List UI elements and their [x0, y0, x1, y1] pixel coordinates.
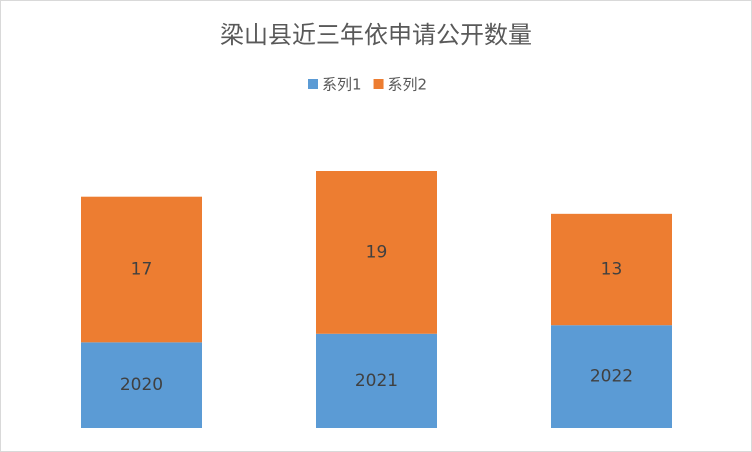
- chart-title: 梁山县近三年依申请公开数量: [220, 21, 532, 49]
- bar-segment: [316, 333, 437, 428]
- bar-segment: [81, 342, 202, 428]
- x-tick-label: 2021: [355, 371, 398, 391]
- x-tick-label: 2020: [120, 375, 163, 395]
- x-tick-label: 2022: [590, 367, 633, 387]
- legend-swatch: [373, 79, 384, 89]
- bar-segment: [551, 325, 672, 428]
- data-label: 17: [131, 260, 153, 280]
- legend-swatch: [308, 79, 318, 89]
- legend-label: 系列1: [322, 76, 362, 94]
- data-label: 13: [601, 260, 623, 280]
- bar-segment: [81, 196, 202, 343]
- data-label: 19: [366, 242, 388, 262]
- bar-segment: [551, 213, 672, 326]
- legend-label: 系列2: [388, 76, 428, 94]
- bar-segment: [316, 171, 437, 334]
